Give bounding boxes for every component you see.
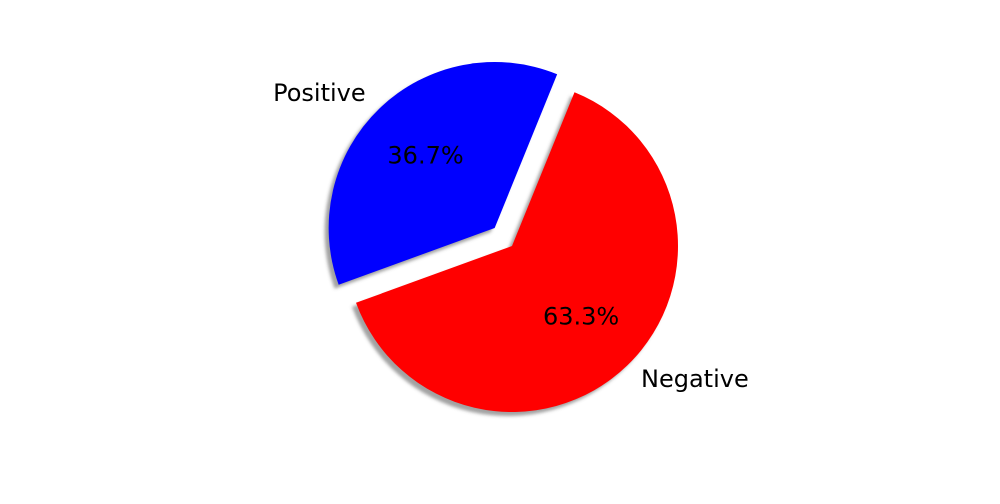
- pie-slice-positive: [328, 61, 558, 285]
- pie-label-negative: Negative: [641, 365, 749, 393]
- pie-labels: Negative 63.3% Positive 36.7%: [273, 79, 749, 393]
- pie-label-positive: Positive: [273, 79, 366, 107]
- pie-pct-positive: 36.7%: [387, 141, 463, 169]
- pie-slices: [328, 61, 678, 412]
- pie-slice-negative: [356, 92, 678, 412]
- pie-pct-negative: 63.3%: [543, 303, 619, 331]
